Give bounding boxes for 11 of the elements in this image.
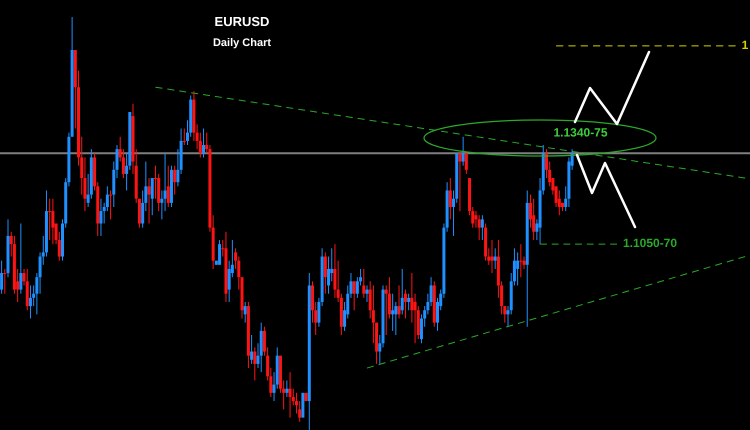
chart-title: EURUSD bbox=[214, 14, 270, 29]
candlestick bbox=[519, 244, 522, 278]
candlestick bbox=[3, 268, 6, 294]
text: Daily Chart bbox=[212, 37, 272, 49]
series-label: 1.1050-70 bbox=[622, 236, 678, 250]
annotation: 1.1340-75 bbox=[553, 125, 608, 140]
candlestick bbox=[154, 166, 157, 199]
candlestick bbox=[109, 190, 112, 220]
series-label: 1 bbox=[742, 38, 749, 52]
candlestick bbox=[182, 128, 186, 146]
candlestick bbox=[48, 198, 52, 240]
